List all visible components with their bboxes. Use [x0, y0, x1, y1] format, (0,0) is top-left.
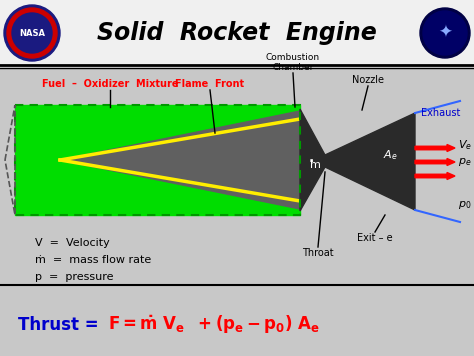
- Text: m: m: [310, 160, 320, 170]
- Text: Fuel  –  Oxidizer  Mixture: Fuel – Oxidizer Mixture: [42, 79, 178, 89]
- Text: Thrust =: Thrust =: [18, 316, 104, 334]
- Polygon shape: [300, 109, 415, 211]
- Text: ·: ·: [309, 155, 314, 169]
- Text: Nozzle: Nozzle: [352, 75, 384, 85]
- Bar: [15, 105, 300, 215]
- Text: ✦: ✦: [438, 24, 452, 42]
- Bar: [0, 68, 474, 356]
- Text: $V_e$: $V_e$: [458, 138, 472, 152]
- FancyArrow shape: [415, 145, 455, 152]
- Text: p  =  pressure: p = pressure: [35, 272, 113, 282]
- Circle shape: [423, 11, 467, 55]
- Text: Combustion
Chamber: Combustion Chamber: [266, 53, 320, 72]
- Circle shape: [12, 13, 52, 53]
- Bar: [15, 105, 300, 215]
- Text: V  =  Velocity: V = Velocity: [35, 238, 110, 248]
- Text: $A_e$: $A_e$: [383, 148, 397, 162]
- Text: Throat: Throat: [302, 248, 334, 258]
- Text: $\mathbf{F = \dot{m}\ V_e\ \ + (p_e - p_0)\ A_e}$: $\mathbf{F = \dot{m}\ V_e\ \ + (p_e - p_…: [108, 314, 319, 336]
- Text: Solid  Rocket  Engine: Solid Rocket Engine: [97, 21, 377, 45]
- Text: Flame  Front: Flame Front: [175, 79, 245, 89]
- Circle shape: [7, 8, 57, 58]
- FancyArrow shape: [415, 173, 455, 179]
- Circle shape: [4, 5, 60, 61]
- Bar: [0, 0, 474, 65]
- Text: ṁ  =  mass flow rate: ṁ = mass flow rate: [35, 255, 151, 265]
- FancyArrow shape: [415, 158, 455, 166]
- Circle shape: [420, 8, 470, 58]
- Text: NASA: NASA: [19, 28, 45, 37]
- Text: Exit – e: Exit – e: [357, 233, 393, 243]
- Text: $p_e$: $p_e$: [458, 156, 472, 168]
- Polygon shape: [60, 111, 300, 209]
- Text: Exhaust: Exhaust: [420, 108, 460, 118]
- Text: $p_0$: $p_0$: [458, 199, 472, 211]
